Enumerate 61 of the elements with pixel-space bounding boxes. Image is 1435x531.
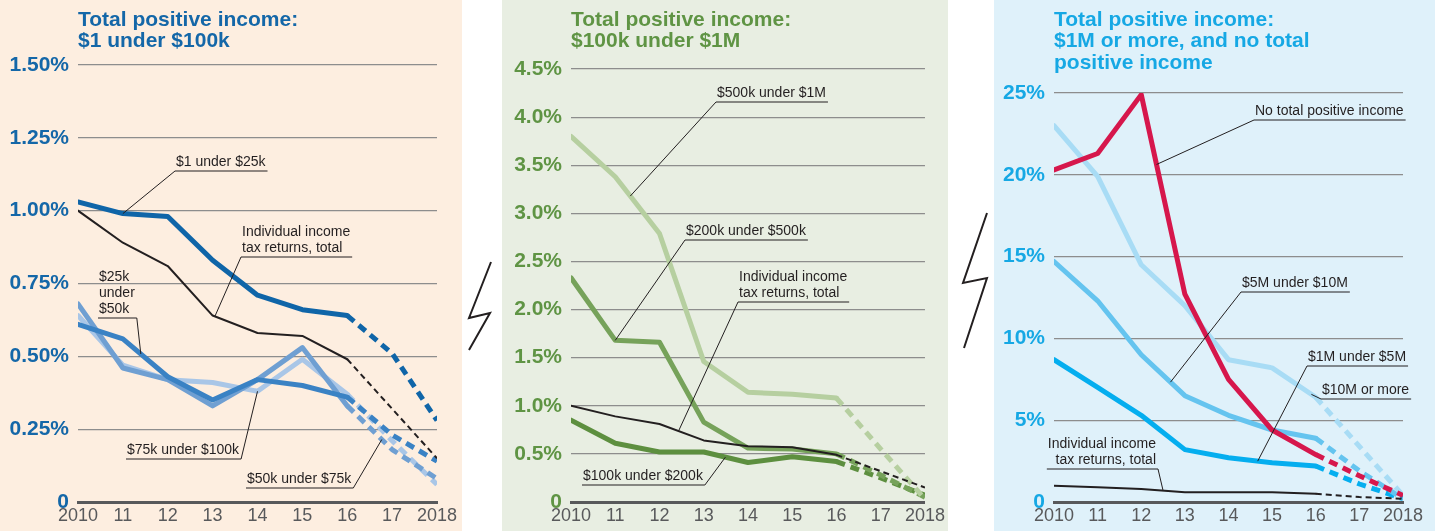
text: $1M under $5M <box>1308 348 1407 364</box>
x-tick-label: 11 <box>605 504 625 525</box>
x-tick-label: 2018 <box>416 504 458 525</box>
y-tick-label: 0.25% <box>9 415 70 439</box>
x-tick-label: 2018 <box>904 504 945 525</box>
y-tick-label: 4.0% <box>514 103 563 127</box>
y-tick-label: 5% <box>1014 407 1046 430</box>
x-tick-label: 13 <box>202 504 223 525</box>
text: $50k under $75k <box>247 470 353 486</box>
x-tick-label: 13 <box>693 504 714 525</box>
x-tick-label: 14 <box>247 504 268 525</box>
y-tick-label: 1.0% <box>514 392 563 416</box>
y-tick-label: 25% <box>1002 79 1046 103</box>
x-tick-label: 17 <box>382 504 403 525</box>
x-tick-label: 11 <box>1088 504 1107 525</box>
y-tick-label: 3.5% <box>514 152 563 176</box>
y-tick-label: 0.75% <box>9 270 70 294</box>
x-tick-label: 2018 <box>1382 504 1424 525</box>
y-tick-label: 0.50% <box>9 343 70 367</box>
x-tick-label: 16 <box>337 504 358 525</box>
x-tick-label: 17 <box>870 504 891 525</box>
y-tick-label: 4.5% <box>514 55 563 79</box>
series-label: $10M or more <box>1322 381 1410 397</box>
chart-title: Total positive income: $1M or more, and no total positive income <box>1054 6 1310 73</box>
text: $5M under $10M <box>1242 274 1348 290</box>
y-tick-label: 20% <box>1002 161 1046 185</box>
series-label: Individual income tax returns, total <box>1047 435 1157 467</box>
x-tick-label: 14 <box>737 504 758 525</box>
y-tick-label: 3.0% <box>514 200 563 224</box>
text: $200k under $500k <box>686 222 807 238</box>
x-tick-label: 15 <box>1262 504 1283 525</box>
y-tick-label: 2.0% <box>514 296 563 320</box>
x-tick-label: 12 <box>157 504 178 525</box>
y-tick-label: 1.00% <box>9 197 70 221</box>
y-tick-label: 10% <box>1002 325 1046 349</box>
x-tick-label: 16 <box>1305 504 1326 525</box>
series-label: $100k under $200k <box>583 467 704 483</box>
x-tick-label: 17 <box>1349 504 1370 525</box>
y-tick-label: 2.5% <box>514 248 563 272</box>
text: $500k under $1M <box>717 84 826 100</box>
x-tick-label: 14 <box>1218 504 1239 525</box>
text: Individual income tax returns, total <box>739 268 848 300</box>
x-tick-label: 15 <box>292 504 313 525</box>
x-tick-label: 16 <box>826 504 847 525</box>
y-tick-label: 1.50% <box>9 51 70 75</box>
chart-title: Total positive income: $1 under $100k <box>78 6 299 52</box>
text: $1 under $25k <box>176 153 267 169</box>
x-tick-label: 12 <box>1131 504 1152 525</box>
x-tick-label: 13 <box>1174 504 1195 525</box>
text: Individual income tax returns, total <box>242 223 351 255</box>
x-tick-label: 15 <box>782 504 803 525</box>
x-tick-label: 12 <box>649 504 670 525</box>
y-tick-label: 0.5% <box>514 440 563 464</box>
series-label: $25k under $50k <box>99 268 136 316</box>
y-tick-label: 15% <box>1002 243 1046 267</box>
x-tick-label: 11 <box>113 504 133 525</box>
text: No total positive income <box>1255 102 1404 118</box>
y-tick-label: 1.25% <box>9 124 70 148</box>
y-tick-label: 1.5% <box>514 344 563 368</box>
chart-title: Total positive income: $100k under $1M <box>571 6 792 52</box>
text: $75k under $100k <box>127 441 241 457</box>
